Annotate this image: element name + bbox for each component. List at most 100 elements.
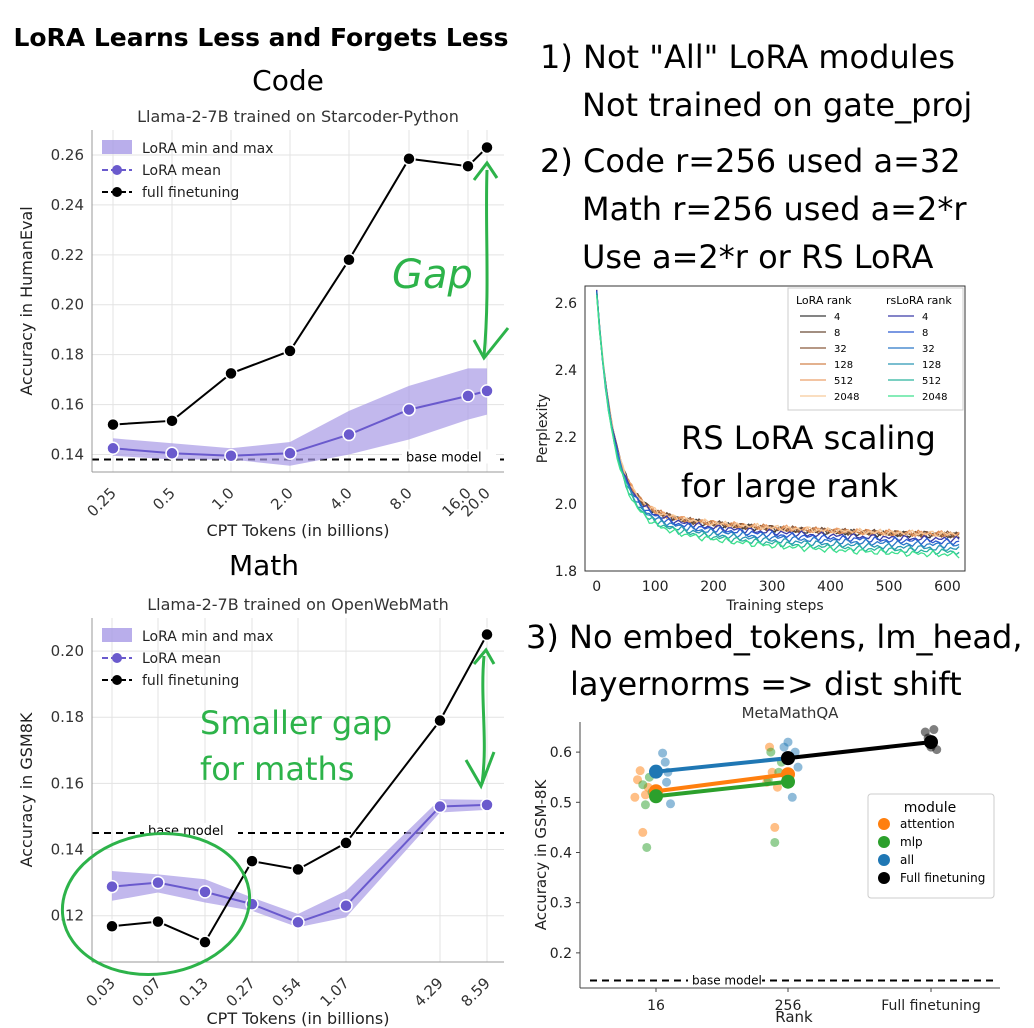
legend-label: Full finetuning: [900, 871, 985, 885]
lora-mean-point: [402, 402, 416, 417]
legend-label: mlp: [900, 835, 923, 849]
x-tick-label: 100: [642, 579, 669, 595]
y-tick-label: 2.6: [555, 296, 577, 312]
legend-label: 8: [834, 328, 840, 339]
legend-label: 32: [922, 344, 935, 355]
y-axis-label: Perplexity: [535, 394, 551, 463]
chart-title: MetaMathQA: [742, 704, 840, 722]
legend-label: LoRA min and max: [142, 629, 273, 645]
legend-label: attention: [900, 817, 955, 831]
lora-min-max-band: [113, 368, 487, 466]
lora-rank-curve: [596, 295, 960, 538]
legend-lora-marker: [112, 165, 122, 175]
lora-mean-point: [291, 915, 305, 930]
x-tick-label: 8.0: [386, 484, 416, 514]
lora-mean-point: [461, 389, 475, 403]
fit-endpoint: [649, 764, 663, 779]
x-tick-label: 1.07: [316, 974, 352, 1010]
scatter-point: [787, 792, 797, 802]
lora-mean-point: [165, 446, 179, 461]
legend-label: 4: [922, 312, 928, 323]
note3-line1: 3) No embed_tokens, lm_head,: [526, 618, 1023, 656]
scatter-point: [793, 762, 803, 772]
legend-label: all: [900, 853, 914, 867]
base-model-label: base model: [406, 451, 482, 466]
chart-title: Llama-2-7B trained on Starcoder-Python: [137, 107, 459, 126]
y-tick-label: 0.20: [51, 642, 84, 660]
x-tick-label: 300: [759, 579, 786, 595]
note2-line1: 2) Code r=256 used a=32: [540, 142, 961, 180]
legend-label: 8: [922, 328, 928, 339]
scatter-point: [642, 842, 652, 852]
full-finetuning-point: [480, 140, 494, 155]
legend-label: 32: [834, 344, 847, 355]
legend-box: [787, 287, 964, 411]
scatter-point: [635, 766, 645, 776]
smaller-gap-arrow-line: [480, 655, 486, 785]
rslora-rank-curve: [596, 292, 960, 549]
note3-line2: layernorms => dist shift: [570, 665, 962, 703]
legend-label: 512: [834, 376, 853, 387]
lora-mean-line: [111, 803, 488, 924]
legend-title: LoRA rank: [796, 294, 852, 307]
legend-label: LoRA min and max: [142, 141, 273, 157]
lora-mean-point: [106, 441, 120, 456]
y-tick-label: 0.14: [51, 841, 84, 859]
fit-endpoint: [649, 789, 663, 804]
base-model-label-bg: [402, 449, 496, 464]
y-tick-label: 0.14: [51, 446, 84, 464]
full-finetuning-point: [106, 417, 120, 432]
x-tick-label: 0.5: [149, 484, 179, 514]
legend-band-swatch: [102, 628, 132, 642]
fit-line: [655, 772, 789, 794]
x-tick-label: 0.07: [128, 974, 164, 1010]
legend-box: [867, 793, 995, 899]
legend-marker: [878, 836, 890, 848]
y-tick-label: 2.2: [555, 430, 577, 446]
legend-label: LoRA mean: [142, 651, 221, 667]
full-finetuning-point: [245, 854, 259, 868]
full-finetuning-point: [339, 836, 353, 850]
x-tick-label: 200: [700, 579, 727, 595]
base-model-label: base model: [148, 824, 224, 839]
x-tick-label: 0.27: [222, 974, 258, 1010]
y-tick-label: 0.24: [51, 196, 84, 214]
rs-note-line1: RS LoRA scaling: [681, 419, 936, 457]
full-finetuning-point: [283, 344, 297, 358]
gap-arrow-bottom-head: [472, 327, 510, 361]
x-tick-label: 1.0: [208, 484, 238, 514]
x-tick-label: Full finetuning: [881, 998, 981, 1014]
legend-marker: [878, 872, 890, 884]
y-axis-label: Accuracy in HumanEval: [17, 206, 36, 395]
legend-label: full finetuning: [142, 673, 239, 689]
base-model-label: base model: [692, 973, 762, 987]
fit-line: [655, 779, 789, 799]
full-finetuning-point: [461, 159, 475, 173]
note2-line2: Math r=256 used a=2*r: [582, 190, 967, 228]
y-tick-label: 0.5: [550, 795, 572, 811]
full-finetuning-point: [291, 862, 305, 877]
scatter-point: [666, 799, 676, 809]
lora-mean-point: [480, 384, 494, 398]
smaller-gap-arrow-top-head: [472, 647, 496, 665]
fit-endpoint: [781, 774, 795, 789]
y-tick-label: 0.18: [51, 346, 84, 364]
y-tick-label: 2.4: [555, 363, 577, 379]
full-finetuning-line: [112, 146, 488, 426]
scatter-point: [660, 757, 670, 767]
main-title: LoRA Learns Less and Forgets Less: [13, 23, 508, 52]
y-tick-label: 0.22: [51, 246, 84, 264]
gap-arrow-line: [482, 169, 489, 357]
full-finetuning-point: [151, 914, 165, 929]
x-tick-label: 2.0: [267, 484, 297, 514]
legend-title: rsLoRA rank: [886, 294, 952, 307]
scatter-point: [638, 780, 648, 790]
x-tick-label: 8.59: [457, 974, 493, 1010]
x-tick-label: 500: [876, 579, 903, 595]
code-heading: Code: [252, 64, 324, 97]
full-finetuning-point: [433, 713, 447, 728]
legend-label: LoRA mean: [142, 163, 221, 179]
smaller-gap-arrow-bottom-head: [464, 751, 496, 790]
y-tick-label: 0.20: [51, 296, 84, 314]
